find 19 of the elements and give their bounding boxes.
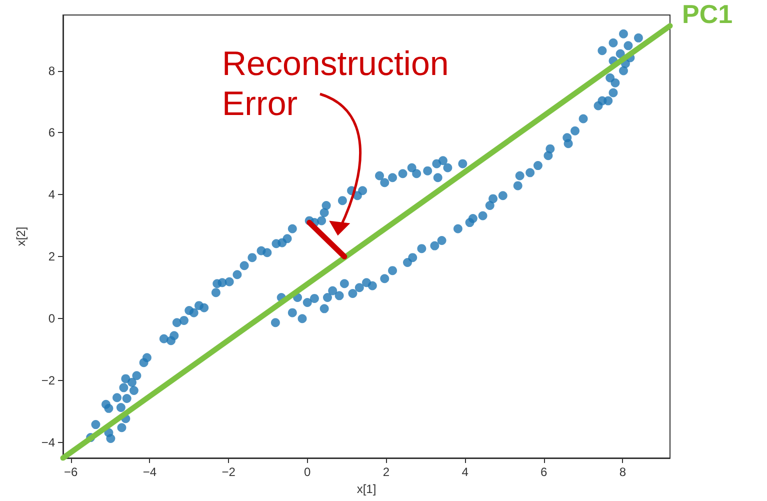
y-tick-label: 8 [48, 64, 56, 78]
y-axis-title: x[2] [14, 226, 28, 246]
y-tick-label: 6 [48, 126, 56, 140]
x-tick-label: 8 [619, 465, 626, 479]
x-tick-label: −2 [222, 465, 236, 479]
y-tick-label: −2 [41, 374, 56, 388]
x-tick-label: 4 [462, 465, 469, 479]
x-tick-label: 6 [540, 465, 548, 479]
y-tick-label: 2 [48, 250, 56, 264]
series-label: PC1 [682, 0, 733, 29]
y-tick-label: 4 [48, 188, 56, 202]
x-tick-label: −4 [142, 465, 157, 479]
x-tick-label: −6 [64, 465, 78, 479]
x-tick-label: 0 [304, 465, 312, 479]
y-tick-label: 0 [48, 312, 56, 326]
x-tick-label: 2 [382, 465, 390, 479]
x-axis-title: x[1] [356, 482, 376, 496]
y-tick-label: −4 [41, 436, 56, 450]
annotation: Reconstruction Error [222, 45, 458, 123]
